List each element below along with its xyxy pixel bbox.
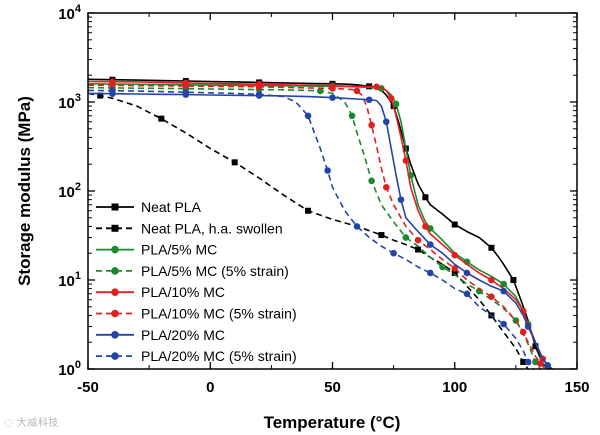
data-point xyxy=(109,87,116,94)
data-point xyxy=(378,232,385,239)
data-point xyxy=(510,277,517,283)
y-tick-label: 100 xyxy=(58,359,81,379)
data-point xyxy=(524,323,532,330)
data-point xyxy=(451,251,459,259)
data-point xyxy=(353,87,361,95)
x-tick-label: -50 xyxy=(77,379,99,396)
data-point xyxy=(368,177,375,185)
data-point xyxy=(397,196,405,203)
data-point xyxy=(500,320,507,328)
legend-marker xyxy=(111,267,119,275)
series-line-1 xyxy=(88,78,549,369)
legend-label-8: PLA/20% MC (5% strain) xyxy=(141,348,297,364)
data-point xyxy=(451,221,458,228)
y-tick-label: 101 xyxy=(58,270,81,290)
series-line-6 xyxy=(88,84,546,369)
data-point xyxy=(544,362,551,369)
data-point xyxy=(402,157,410,164)
data-point xyxy=(390,249,397,257)
x-tick-label: 150 xyxy=(564,379,589,396)
data-point xyxy=(422,194,429,201)
x-tick-label: 100 xyxy=(442,379,467,396)
data-point xyxy=(373,83,380,91)
legend-marker xyxy=(111,309,119,318)
legend-marker xyxy=(111,352,119,360)
y-tick-label: 104 xyxy=(58,3,82,23)
data-point xyxy=(304,112,312,120)
legend-marker xyxy=(111,288,119,297)
data-point xyxy=(368,121,375,129)
legend-marker xyxy=(111,331,119,339)
series-line-2 xyxy=(88,92,529,369)
legend-label-3: PLA/5% MC xyxy=(141,242,217,258)
legend-label-2: Neat PLA, h.a. swollen xyxy=(141,220,283,236)
data-point xyxy=(415,246,422,253)
data-point xyxy=(488,293,495,300)
data-point xyxy=(365,96,373,104)
data-point xyxy=(500,287,507,295)
data-point xyxy=(532,343,539,350)
data-point xyxy=(109,82,116,89)
data-point xyxy=(427,241,434,248)
legend-label-5: PLA/10% MC xyxy=(141,284,225,300)
data-point xyxy=(182,88,190,96)
data-point xyxy=(537,360,544,367)
series-line-8 xyxy=(88,89,534,369)
data-point xyxy=(520,358,527,365)
legend-label-6: PLA/10% MC (5% strain) xyxy=(141,306,297,322)
legend-label-4: PLA/5% MC (5% strain) xyxy=(141,263,289,279)
data-point xyxy=(255,91,263,98)
y-tick-label: 103 xyxy=(58,92,81,112)
data-point xyxy=(329,94,336,101)
legend-label-7: PLA/20% MC xyxy=(141,327,225,343)
data-point xyxy=(422,223,429,230)
series-layer xyxy=(88,76,553,369)
data-point xyxy=(414,236,422,244)
data-point xyxy=(324,167,331,174)
data-point xyxy=(255,83,263,91)
y-axis-label: Storage modulus (MPa) xyxy=(15,96,34,286)
data-point xyxy=(500,280,507,288)
legend-marker xyxy=(111,203,119,211)
data-point xyxy=(451,265,459,272)
legend-label-1: Neat PLA xyxy=(141,199,202,215)
data-point xyxy=(427,269,434,277)
data-point xyxy=(316,87,324,95)
series-line-7 xyxy=(88,92,553,369)
data-point xyxy=(463,290,471,298)
data-point xyxy=(182,82,190,90)
data-point xyxy=(348,112,356,120)
data-point xyxy=(305,207,312,214)
series-line-3 xyxy=(88,83,553,369)
data-point xyxy=(488,276,495,284)
watermark-logo: ◌ 大威科技 xyxy=(4,418,59,429)
data-point xyxy=(463,269,471,277)
legend: Neat PLA Neat PLA, h.a. swollen PLA/5% MC P… xyxy=(96,199,297,364)
data-point xyxy=(382,184,390,191)
legend-marker xyxy=(111,245,119,254)
data-point xyxy=(392,100,400,108)
y-tick-label: 102 xyxy=(58,181,81,201)
data-point xyxy=(451,269,458,276)
data-point xyxy=(439,263,446,271)
axis-layer: -50 0 50 100 150 100 101 102 103 104 xyxy=(58,3,589,396)
data-point xyxy=(387,95,395,102)
data-point xyxy=(231,159,238,166)
data-point xyxy=(97,92,104,99)
x-tick-label: 0 xyxy=(206,379,214,396)
series-line-5 xyxy=(88,80,553,369)
data-point xyxy=(524,358,532,366)
data-point xyxy=(353,223,361,230)
data-point xyxy=(488,244,495,251)
legend-marker xyxy=(111,224,119,232)
data-point xyxy=(158,115,165,122)
data-point xyxy=(519,328,527,336)
x-tick-label: 50 xyxy=(324,379,341,396)
data-point xyxy=(402,234,410,241)
data-point xyxy=(382,118,390,126)
data-point xyxy=(329,85,336,92)
x-axis-label: Temperature (°C) xyxy=(264,413,401,432)
